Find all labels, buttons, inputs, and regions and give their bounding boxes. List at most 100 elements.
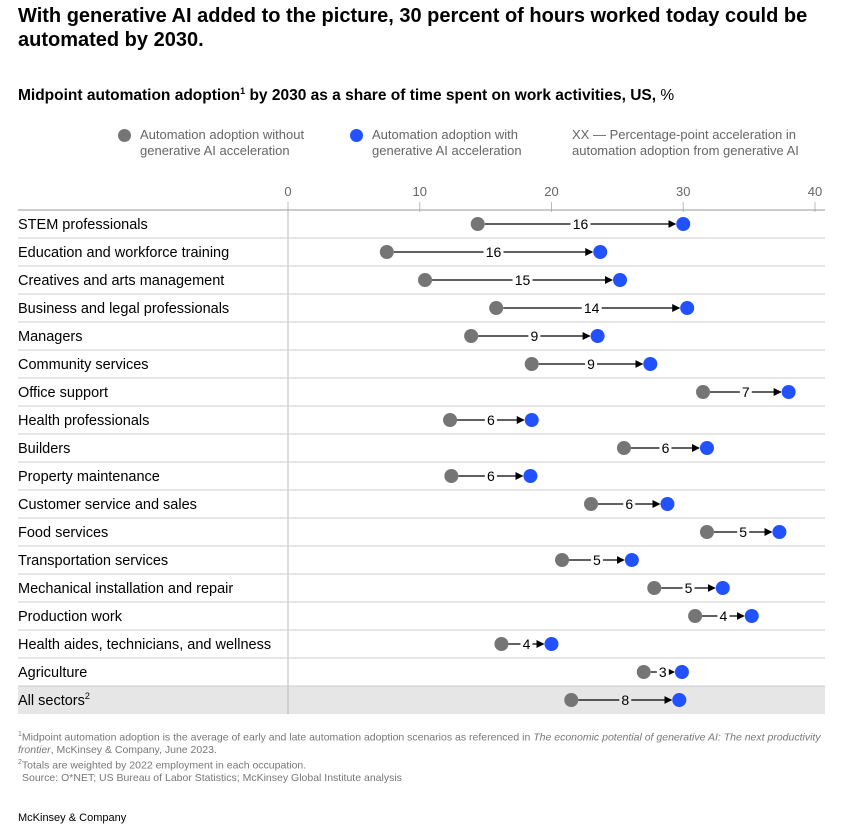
delta-label-bg (585, 356, 598, 372)
x-tick-label: 30 (676, 184, 690, 199)
dot-without-genai (616, 441, 631, 455)
dot-without-genai (564, 693, 579, 707)
delta-label: 5 (685, 580, 693, 596)
legend-dot-without (118, 129, 131, 142)
dot-without-genai (464, 329, 479, 343)
dot-with-genai (593, 245, 608, 259)
dot-arrow-chart: 0 10 20 30 40 STEM professionals 16 Education a… (18, 184, 825, 714)
dot-without-genai (636, 665, 651, 679)
footnote-1-report-title: The economic potential of generative AI:… (18, 731, 821, 757)
x-tick-label: 20 (544, 184, 558, 199)
dot-with-genai (744, 609, 759, 623)
delta-label-bg (717, 608, 730, 624)
dot-without-genai (699, 525, 714, 539)
dot-without-genai (443, 413, 458, 427)
category-label: Customer service and sales (18, 497, 197, 513)
dot-without-genai (444, 469, 459, 483)
highlight-row-band (18, 686, 825, 714)
footnote-2-text: Totals are weighted by 2022 employment i… (21, 759, 307, 771)
delta-label-bg (520, 636, 533, 652)
delta-label: 9 (530, 328, 538, 344)
footnote-1-text: Midpoint automation adoption is the aver… (21, 731, 534, 744)
delta-label-bg (682, 580, 695, 596)
delta-label: 3 (659, 664, 667, 680)
dot-without-genai (524, 357, 539, 371)
dot-with-genai (590, 329, 605, 343)
subtitle-rest: by 2030 as a share of time spent on work… (245, 87, 661, 105)
footnote-1: 1Midpoint automation adoption is the ave… (18, 729, 838, 757)
delta-label-bg (737, 524, 750, 540)
delta-label: 6 (487, 412, 495, 428)
dot-with-genai (643, 357, 658, 371)
delta-label-bg (590, 552, 603, 568)
category-label: Food services (18, 525, 108, 541)
delta-label-bg (483, 244, 504, 260)
dot-with-genai (523, 469, 538, 483)
footnote-2-marker: 2 (18, 758, 22, 766)
legend-label-with: Automation adoption with generative AI a… (372, 127, 522, 158)
dot-without-genai (688, 609, 703, 623)
x-tick-label: 40 (808, 184, 822, 199)
dot-with-genai (524, 413, 539, 427)
dot-without-genai (489, 301, 504, 315)
dot-with-genai (781, 385, 796, 399)
headline: With generative AI added to the picture,… (18, 5, 808, 51)
delta-label: 9 (587, 356, 595, 372)
dot-without-genai (555, 553, 570, 567)
delta-label: 5 (593, 552, 601, 568)
dot-with-genai (672, 693, 687, 707)
dot-with-genai (660, 497, 675, 511)
delta-label-bg (484, 412, 497, 428)
brand-logo-text: McKinsey & Company (18, 812, 127, 824)
footnotes: 1Midpoint automation adoption is the ave… (18, 729, 838, 784)
delta-label: 6 (625, 496, 633, 512)
delta-label: 4 (523, 636, 531, 652)
delta-label: 4 (720, 608, 728, 624)
dot-without-genai (418, 273, 433, 287)
dot-without-genai (379, 245, 394, 259)
legend-label-xx: XX — Percentage-point acceleration in au… (572, 127, 799, 158)
delta-label-bg (739, 384, 752, 400)
dot-with-genai (544, 637, 559, 651)
delta-label: 6 (487, 468, 495, 484)
category-label: All sectors2 (18, 691, 90, 709)
delta-label: 16 (486, 244, 502, 260)
delta-label-bg (570, 216, 591, 232)
category-label: Managers (18, 329, 82, 345)
x-tick-label: 0 (284, 184, 291, 199)
source-note: Source: O*NET; US Bureau of Labor Statis… (22, 771, 402, 784)
dot-without-genai (494, 637, 509, 651)
x-tick-label: 10 (413, 184, 427, 199)
footnote-1-marker: 1 (18, 731, 22, 738)
dot-with-genai (772, 525, 787, 539)
delta-label: 15 (515, 272, 531, 288)
category-label: STEM professionals (18, 217, 148, 233)
dot-with-genai (624, 553, 639, 567)
category-label: Agriculture (18, 665, 87, 681)
dot-without-genai (584, 497, 599, 511)
category-label: Mechanical installation and repair (18, 581, 233, 597)
delta-label-bg (581, 300, 602, 316)
dot-with-genai (674, 665, 689, 679)
dot-with-genai (680, 301, 695, 315)
delta-label-bg (512, 272, 533, 288)
delta-label-bg (659, 440, 672, 456)
delta-label: 16 (573, 216, 589, 232)
delta-label: 8 (621, 692, 629, 708)
footnote-2: 2Totals are weighted by 2022 employment … (18, 757, 838, 772)
category-label: Transportation services (18, 553, 168, 569)
subtitle-main: Midpoint automation adoption (18, 87, 241, 105)
dot-without-genai (696, 385, 711, 399)
legend-label-without: Automation adoption without generative A… (140, 127, 305, 158)
category-label: Health aides, technicians, and wellness (18, 637, 271, 653)
dot-without-genai (647, 581, 662, 595)
category-label: Education and workforce training (18, 245, 229, 261)
subtitle-footnote-marker: 1 (240, 86, 246, 96)
category-label: Property maintenance (18, 469, 160, 485)
category-label: Community services (18, 357, 149, 373)
delta-label: 7 (742, 384, 750, 400)
dot-with-genai (699, 441, 714, 455)
delta-label-bg (484, 468, 497, 484)
category-label: Office support (18, 385, 108, 401)
dot-without-genai (470, 217, 485, 231)
